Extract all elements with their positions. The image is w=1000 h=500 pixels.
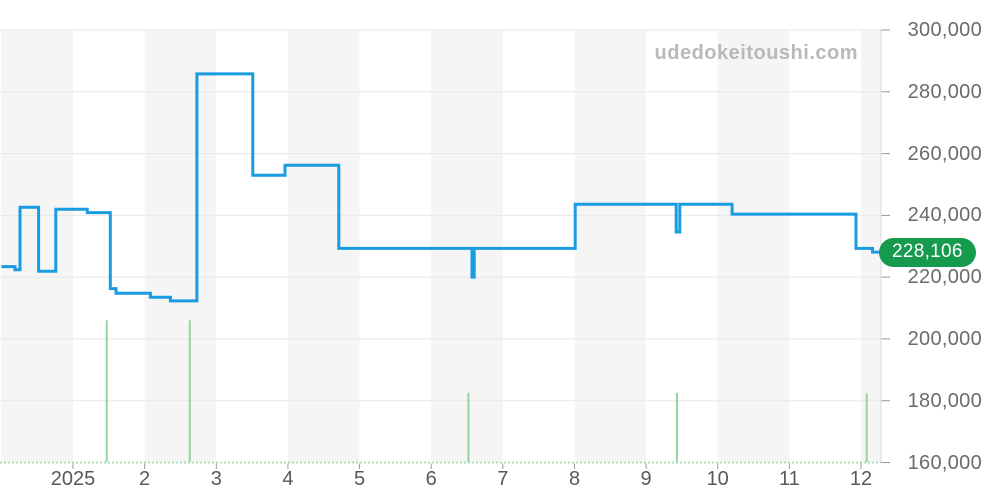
month-band	[717, 30, 790, 463]
y-axis-label: 160,000	[907, 451, 982, 474]
month-band	[646, 30, 718, 463]
x-axis-label: 12	[849, 468, 873, 490]
month-band	[144, 30, 217, 463]
watermark: udedokeitoushi.com	[654, 42, 858, 64]
y-axis-label: 300,000	[907, 19, 982, 41]
x-axis-label: 7	[497, 468, 509, 490]
month-band	[789, 30, 861, 463]
month-band	[359, 30, 432, 463]
x-axis-label: 2	[139, 468, 151, 490]
month-band	[574, 30, 647, 463]
x-axis-label: 2025	[50, 468, 96, 490]
x-axis-label: 9	[640, 468, 652, 490]
current-price-badge: 228,106	[879, 237, 976, 267]
price-line	[1, 72, 880, 303]
month-band	[287, 30, 360, 463]
y-axis-label: 260,000	[907, 142, 982, 165]
y-axis-label: 180,000	[907, 389, 982, 412]
x-axis-label: 11	[779, 468, 800, 490]
x-axis-label: 6	[425, 468, 437, 490]
month-band	[502, 30, 575, 463]
x-axis-label: 3	[210, 468, 222, 490]
month-band	[861, 30, 881, 463]
x-axis-label: 5	[353, 468, 366, 490]
x-axis-label: 10	[706, 468, 729, 490]
y-axis-label: 200,000	[907, 327, 982, 350]
y-axis-label: 220,000	[907, 266, 982, 289]
y-axis-label: 240,000	[907, 204, 982, 227]
x-axis-label: 8	[568, 468, 581, 490]
month-band	[431, 30, 503, 463]
x-axis-label: 4	[282, 468, 294, 490]
y-axis-label: 280,000	[907, 80, 982, 103]
